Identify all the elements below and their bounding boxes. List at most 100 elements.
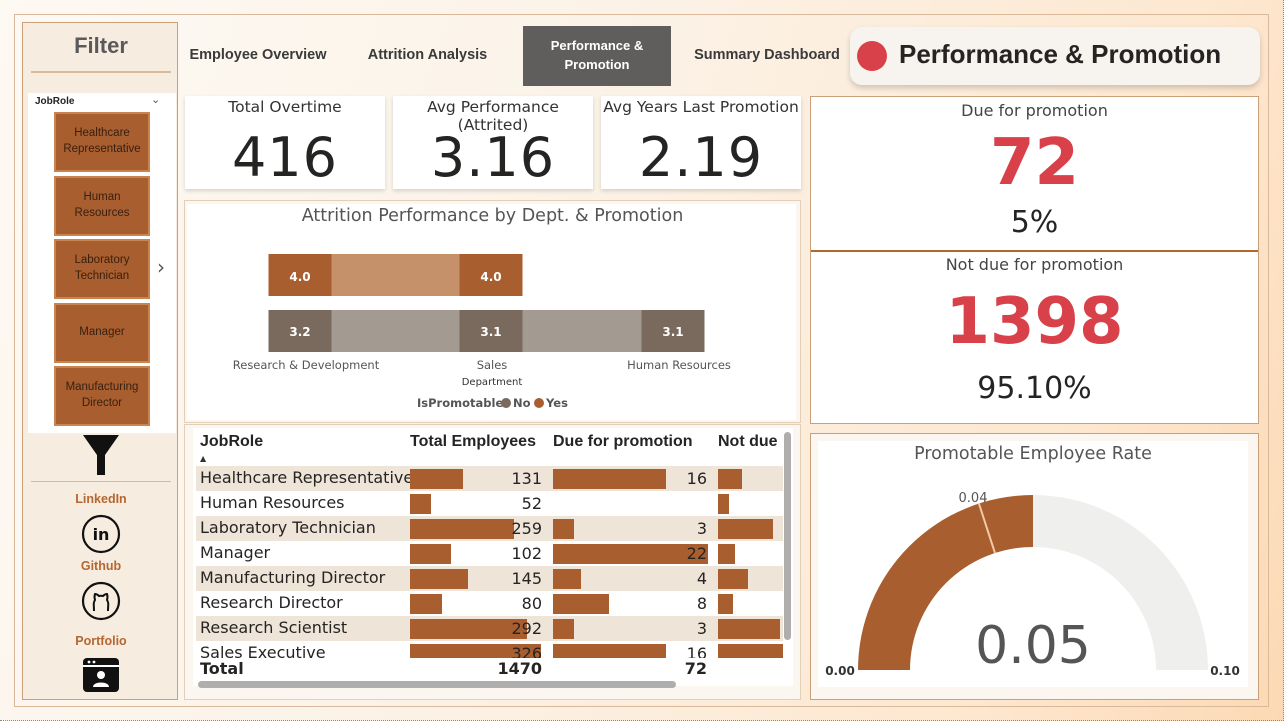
cell-total-employees: 145 <box>511 569 542 588</box>
data-label: 3.2 <box>289 325 310 339</box>
gauge-title: Promotable Employee Rate <box>914 444 1152 464</box>
table-scrollbar-vertical[interactable] <box>784 432 791 640</box>
legend-label-no: No <box>513 396 531 410</box>
nav-employee-overview[interactable]: Employee Overview <box>189 47 327 64</box>
cell-due-for-promotion: 8 <box>696 594 707 613</box>
kpi-value: 416 <box>231 126 339 189</box>
legend-marker-no <box>501 398 511 408</box>
legend-label-yes: Yes <box>545 396 568 410</box>
linkedin-label[interactable]: LinkedIn <box>75 492 127 506</box>
due-value: 72 <box>989 126 1080 200</box>
filter-divider <box>31 71 171 73</box>
cell-due-for-promotion: 22 <box>686 544 707 563</box>
bar-total-employees <box>410 594 443 614</box>
cell-jobrole: Sales Executive <box>200 643 326 662</box>
table-row[interactable]: Manufacturing Director 145 4 <box>196 566 783 591</box>
total-employees: 1470 <box>497 659 542 678</box>
col-header-total[interactable]: Total Employees <box>410 433 536 450</box>
gauge-value-label: 0.05 <box>975 616 1091 676</box>
table-row[interactable]: Research Scientist 292 3 <box>196 616 783 641</box>
table-row[interactable]: Research Director 80 8 <box>196 591 783 616</box>
nav-attrition-analysis[interactable]: Attrition Analysis <box>367 47 488 64</box>
kpi-label: Total Overtime <box>228 98 342 116</box>
slicer-item-human-resources[interactable]: Human Resources <box>54 176 150 236</box>
promotable-rate-gauge[interactable]: 0.04 0.05 0.00 0.10 <box>818 470 1248 685</box>
bar-no <box>268 310 332 352</box>
cell-due-for-promotion: 3 <box>696 519 707 538</box>
not-due-label: Not due for promotion <box>945 255 1124 274</box>
sort-asc-icon[interactable]: ▲ <box>200 454 207 463</box>
filter-title: Filter <box>74 33 128 58</box>
data-label: 4.0 <box>289 270 310 284</box>
portfolio-label[interactable]: Portfolio <box>75 634 127 648</box>
github-icon[interactable] <box>81 581 121 621</box>
dashboard-frame <box>14 14 1269 707</box>
bar-connector <box>331 310 460 352</box>
kpi-total-overtime: Total Overtime 416 <box>185 96 385 189</box>
github-label[interactable]: Github <box>80 559 122 573</box>
bar-due-for-promotion <box>553 519 575 539</box>
nav-performance-promotion[interactable]: Performance & Promotion <box>523 26 671 86</box>
sidebar-divider <box>31 481 171 482</box>
gauge-max-label: 0.10 <box>1210 664 1240 678</box>
kpi-label: Avg Years Last Promotion <box>603 98 799 116</box>
bar-not-due <box>718 594 734 614</box>
cell-jobrole: Research Scientist <box>200 618 348 637</box>
col-header-jobrole[interactable]: JobRole <box>200 433 264 450</box>
bar-no <box>459 310 523 352</box>
slicer-item-healthcare-representative[interactable]: Healthcare Representative <box>54 112 150 172</box>
bar-due-for-promotion <box>553 544 708 564</box>
cell-jobrole: Laboratory Technician <box>200 518 376 537</box>
slicer-item-manager[interactable]: Manager <box>54 303 150 363</box>
gauge-target-marker <box>977 503 996 554</box>
x-axis-label: Department <box>462 377 523 388</box>
bar-total-employees <box>410 494 431 514</box>
cell-jobrole: Human Resources <box>200 493 345 512</box>
kpi-value: 3.16 <box>430 126 556 189</box>
portfolio-icon[interactable] <box>81 656 121 694</box>
slicer-header: JobRole <box>35 96 75 107</box>
bar-due-for-promotion <box>553 619 575 639</box>
chart-title: Attrition Performance by Dept. & Promoti… <box>301 206 684 226</box>
nav-summary-dashboard[interactable]: Summary Dashboard <box>694 47 840 64</box>
bar-not-due <box>718 619 780 639</box>
bar-connector <box>331 254 460 296</box>
not-due-value: 1398 <box>945 285 1124 359</box>
cell-total-employees: 102 <box>511 544 542 563</box>
cell-jobrole: Research Director <box>200 593 343 612</box>
cell-total-employees: 259 <box>511 519 542 538</box>
bar-total-employees <box>410 619 528 639</box>
gauge-min-label: 0.00 <box>825 664 855 678</box>
bar-not-due <box>718 544 736 564</box>
table-row[interactable]: Healthcare Representative 131 16 <box>196 466 783 491</box>
bar-connector <box>522 310 642 352</box>
slicer-item-manufacturing-director[interactable]: Manufacturing Director <box>54 366 150 426</box>
cell-total-employees: 131 <box>511 469 542 488</box>
status-dot-icon <box>857 41 887 71</box>
kpi-avg-years-promotion: Avg Years Last Promotion 2.19 <box>601 96 801 189</box>
slicer-item-laboratory-technician[interactable]: Laboratory Technician <box>54 239 150 299</box>
x-tick-label: Research & Development <box>233 358 380 372</box>
linkedin-icon[interactable]: in <box>81 514 121 554</box>
data-label: 4.0 <box>480 270 501 284</box>
bar-total-employees <box>410 544 451 564</box>
col-header-due[interactable]: Due for promotion <box>553 433 693 450</box>
cell-jobrole: Healthcare Representative <box>200 468 414 487</box>
funnel-icon[interactable] <box>83 435 119 477</box>
chevron-right-icon[interactable]: › <box>157 255 165 279</box>
table-row[interactable]: Laboratory Technician 259 3 <box>196 516 783 541</box>
legend-marker-yes <box>534 398 544 408</box>
bar-due-for-promotion <box>553 469 666 489</box>
chevron-down-icon[interactable]: ⌄ <box>151 93 161 106</box>
col-header-not-due[interactable]: Not due <box>718 433 778 450</box>
bar-not-due <box>718 519 773 539</box>
cell-jobrole: Manufacturing Director <box>200 568 386 587</box>
table-scrollbar-horizontal[interactable] <box>198 681 676 688</box>
x-tick-label: Human Resources <box>627 358 731 372</box>
attrition-bar-chart[interactable]: 4.0 3.2 Research & Development 4.0 3.1 Sales 3… <box>187 230 796 420</box>
cell-due-for-promotion: 3 <box>696 619 707 638</box>
bar-due-for-promotion <box>553 569 582 589</box>
table-row[interactable]: Manager 102 22 <box>196 541 783 566</box>
cell-total-employees: 80 <box>521 594 542 613</box>
table-row[interactable]: Human Resources 52 <box>196 491 783 516</box>
